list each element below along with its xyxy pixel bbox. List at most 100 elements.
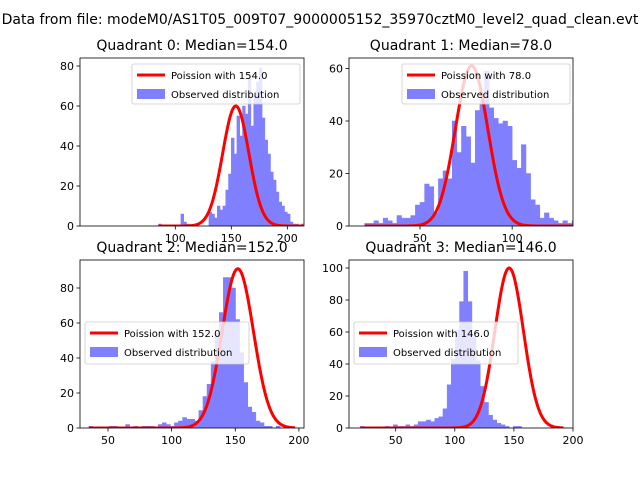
histogram-bar	[225, 189, 229, 226]
legend-label-fit: Poission with 78.0	[441, 71, 531, 82]
x-tick-label: 150	[225, 434, 246, 447]
histogram-bar	[222, 205, 226, 226]
histogram-bar	[479, 99, 485, 226]
x-tick-label: 100	[161, 434, 182, 447]
y-tick-label: 40	[60, 140, 74, 153]
histogram-bar	[270, 171, 274, 226]
histogram-bar	[571, 220, 573, 226]
legend-label-fit: Poission with 152.0	[124, 329, 220, 340]
histogram-bar	[488, 414, 493, 428]
x-tick-label: 200	[288, 434, 309, 447]
x-tick-label: 50	[389, 434, 403, 447]
histogram-bar	[276, 426, 281, 428]
histogram-bar	[236, 115, 240, 226]
histogram-bar	[447, 178, 453, 226]
axes-frame	[348, 259, 574, 429]
legend-label-fit: Poission with 154.0	[171, 71, 267, 82]
histogram-bar	[492, 419, 498, 428]
x-tick-label: 50	[413, 232, 427, 245]
axes-frame	[79, 57, 305, 227]
subplot-title: Quadrant 1: Median=78.0	[370, 38, 552, 54]
fit-curve	[88, 267, 296, 428]
legend-label-observed: Observed distribution	[124, 348, 232, 359]
histogram-bar	[125, 424, 130, 428]
histogram-bar	[281, 205, 285, 226]
x-tick-label: 150	[221, 232, 242, 245]
y-tick-label: 60	[329, 326, 343, 339]
histogram-bar	[396, 215, 402, 226]
histogram-bar	[264, 139, 268, 226]
histogram-bar	[180, 213, 184, 226]
y-tick-label: 40	[60, 352, 74, 365]
histogram-bar	[428, 186, 435, 226]
histogram-bar	[496, 422, 502, 428]
legend-label-observed: Observed distribution	[393, 348, 501, 359]
histogram-bar	[275, 191, 280, 226]
histogram-bar	[239, 135, 243, 226]
histogram-bar	[500, 424, 506, 428]
y-tick-label: 60	[329, 63, 343, 76]
histogram-bar	[243, 382, 248, 428]
y-tick-label: 0	[336, 422, 343, 435]
histogram-bar	[470, 162, 476, 226]
legend-box	[401, 63, 571, 105]
legend-box	[131, 63, 301, 105]
y-tick-label: 40	[329, 115, 343, 128]
y-tick-label: 60	[60, 100, 74, 113]
histogram-bar	[459, 301, 464, 428]
histogram-bar	[511, 160, 518, 226]
histogram-bars	[364, 70, 573, 226]
histogram-bar	[247, 406, 253, 428]
histogram-bar	[451, 358, 456, 428]
histogram-bar	[521, 144, 527, 226]
subplot-quadrant-1: 50 100 0 20 40 60 Poission with 78.0 Observed d…	[329, 38, 574, 245]
histogram-bar	[475, 110, 481, 226]
x-tick-label: 100	[444, 434, 465, 447]
legend-bar-swatch	[90, 347, 118, 357]
histogram-bar	[267, 153, 271, 226]
histogram-bar	[208, 211, 212, 226]
histogram-bar	[446, 384, 452, 428]
fit-curve	[359, 266, 565, 428]
y-tick-label: 20	[329, 168, 343, 181]
histogram-bar	[228, 173, 232, 226]
histogram-bar	[233, 153, 238, 226]
histogram-bar	[273, 179, 277, 226]
axes-frame	[348, 57, 574, 227]
legend: Poission with 146.0 Observed distribution	[353, 321, 519, 365]
histogram-bar	[278, 201, 282, 226]
y-tick-label: 80	[329, 294, 343, 307]
histogram-bar	[530, 199, 536, 226]
x-tick-label: 100	[502, 232, 523, 245]
legend: Poission with 78.0 Observed distribution	[401, 63, 571, 105]
legend-label-fit: Poission with 146.0	[393, 329, 489, 340]
y-tick-label: 0	[67, 422, 74, 435]
histogram-bar	[467, 301, 473, 428]
histogram-bar	[253, 95, 257, 226]
y-tick-label: 20	[329, 390, 343, 403]
y-tick-label: 0	[67, 220, 74, 233]
x-tick-label: 200	[277, 232, 298, 245]
y-tick-label: 20	[60, 180, 74, 193]
subplot-title: Quadrant 2: Median=152.0	[96, 240, 287, 256]
legend-bar-swatch	[359, 347, 387, 357]
histogram-bar	[415, 204, 421, 226]
y-tick-label: 80	[60, 60, 74, 73]
legend-bar-swatch	[137, 89, 165, 99]
histogram-bar	[525, 173, 531, 226]
histogram-bar	[231, 137, 235, 226]
histogram-bar	[219, 209, 224, 226]
y-tick-label: 0	[336, 220, 343, 233]
legend-box	[353, 321, 519, 365]
histogram-bar	[484, 402, 489, 428]
y-tick-label: 40	[329, 358, 343, 371]
legend-bar-swatch	[407, 89, 435, 99]
axes-frame	[79, 259, 305, 429]
x-tick-label: 50	[101, 434, 115, 447]
histogram-bars	[158, 67, 304, 226]
histogram-bar	[456, 152, 462, 226]
histogram-bar	[534, 204, 541, 226]
